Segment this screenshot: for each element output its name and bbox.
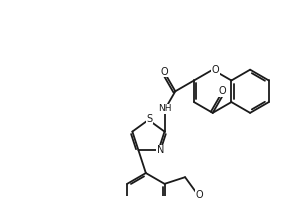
- Text: O: O: [160, 67, 168, 77]
- Text: O: O: [212, 65, 220, 75]
- Text: O: O: [196, 190, 204, 200]
- Text: N: N: [157, 145, 164, 155]
- Text: NH: NH: [158, 104, 171, 113]
- Text: O: O: [219, 86, 226, 96]
- Text: S: S: [146, 114, 152, 124]
